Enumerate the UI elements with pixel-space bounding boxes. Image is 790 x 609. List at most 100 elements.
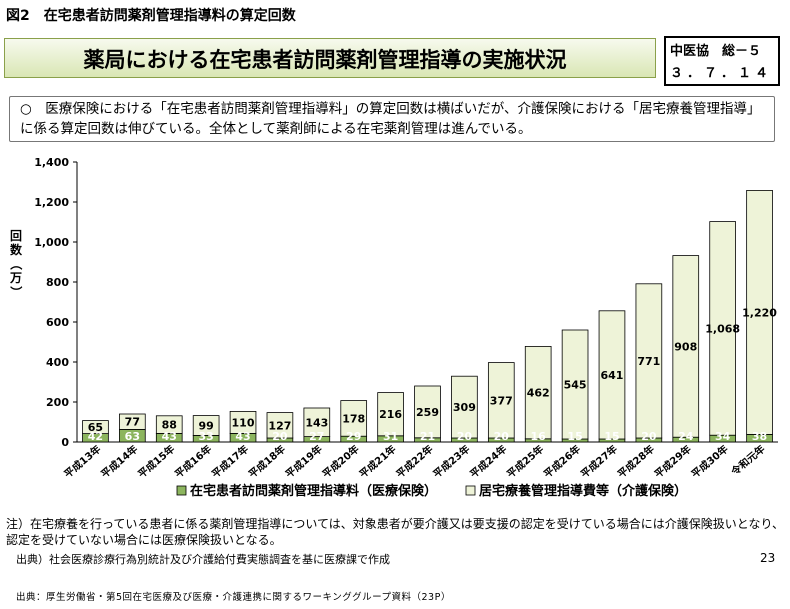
- x-tick-label: 平成22年: [393, 442, 435, 480]
- y-axis-label-char: （: [9, 258, 24, 270]
- data-label-medical: 15: [604, 430, 619, 443]
- data-label-medical: 27: [309, 430, 324, 443]
- bottom-source-note: 出典：厚生労働省・第5回在宅医療及び医療・介護連携に関するワーキンググループ資料…: [16, 592, 451, 603]
- y-tick-label: 1,200: [34, 196, 69, 209]
- bar-care: [414, 385, 441, 439]
- document-id-box: [664, 36, 780, 86]
- data-label-medical: 21: [420, 430, 435, 443]
- bar-care: [561, 329, 589, 440]
- data-label-care: 127: [268, 419, 291, 432]
- x-tick-label: 平成28年: [615, 442, 657, 480]
- y-tick-label: 0: [61, 436, 69, 449]
- data-label-care: 65: [88, 421, 103, 434]
- data-label-medical: 20: [457, 430, 473, 443]
- y-tick-label: 200: [46, 396, 69, 409]
- data-label-care: 110: [232, 416, 255, 429]
- data-label-care: 377: [490, 394, 513, 407]
- legend-swatch-medical: [176, 485, 187, 496]
- x-tick-label: 平成17年: [209, 442, 251, 480]
- bar-care: [266, 412, 294, 439]
- x-tick-label: 平成27年: [578, 442, 620, 480]
- source-note: 出典）社会医療診療行為別統計及び介護給付費実態調査を基に医療課で作成: [16, 553, 390, 566]
- summary-text: ○ 医療保険における「在宅患者訪問薬剤管理指導料」の算定回数は横ばいだが、介護保…: [20, 101, 761, 137]
- data-label-care: 77: [125, 416, 140, 429]
- bar-care: [487, 362, 515, 439]
- y-tick-label: 1,000: [34, 236, 69, 249]
- footnote: 注）在宅療養を行っている患者に係る薬剤管理指導については、対象患者が要介護又は要…: [6, 517, 784, 547]
- y-axis-label-char: ）: [9, 286, 24, 298]
- data-label-care: 641: [600, 369, 623, 382]
- legend-swatch-care: [465, 485, 476, 496]
- data-label-medical: 33: [198, 430, 213, 443]
- data-label-care: 545: [564, 379, 587, 392]
- bar-care: [340, 400, 368, 437]
- bar-care: [635, 283, 663, 439]
- bar-care: [598, 310, 626, 440]
- data-label-medical: 34: [715, 430, 731, 443]
- x-tick-label: 平成19年: [283, 442, 325, 480]
- bar-care: [119, 413, 146, 430]
- bar-care: [377, 392, 404, 437]
- x-tick-label: 平成24年: [467, 442, 509, 480]
- data-label-medical: 20: [494, 430, 510, 443]
- x-tick-label: 平成18年: [246, 442, 288, 480]
- data-label-medical: 20: [272, 430, 288, 443]
- data-label-medical: 42: [88, 430, 103, 443]
- x-tick-label: 平成21年: [357, 442, 399, 480]
- summary-box: [9, 96, 775, 142]
- title-banner: [4, 38, 656, 78]
- data-label-care: 259: [416, 406, 439, 419]
- bar-care: [672, 255, 700, 438]
- x-tick-label: 平成14年: [98, 442, 140, 480]
- data-label-medical: 63: [125, 430, 140, 443]
- data-label-medical: 16: [531, 430, 547, 443]
- data-label-medical: 31: [383, 430, 398, 443]
- data-label-medical: 20: [641, 430, 657, 443]
- x-tick-label: 平成25年: [504, 442, 546, 480]
- bar-care: [451, 375, 478, 439]
- document-date: ３．７．１４: [670, 66, 773, 81]
- data-label-medical: 24: [678, 430, 694, 443]
- x-tick-label: 平成23年: [430, 442, 472, 480]
- y-axis-label-char: 数: [10, 242, 23, 257]
- data-label-care: 99: [198, 420, 213, 433]
- y-tick-label: 600: [46, 316, 69, 329]
- legend-label-care: 居宅療養管理指導費等（介護保険）: [479, 483, 687, 499]
- legend-label-medical: 在宅患者訪問薬剤管理指導料（医療保険）: [190, 483, 437, 499]
- bar-care: [82, 420, 109, 435]
- y-tick-label: 400: [46, 356, 69, 369]
- y-tick-label: 800: [46, 276, 69, 289]
- bar-care: [155, 415, 183, 434]
- data-label-medical: 43: [235, 430, 250, 443]
- main-title: 薬局における在宅患者訪問薬剤管理指導の実施状況: [83, 48, 567, 72]
- data-label-care: 908: [674, 340, 697, 353]
- x-tick-label: 令和元年: [728, 442, 768, 478]
- data-label-care: 1,220: [742, 306, 777, 319]
- data-label-care: 216: [379, 408, 402, 421]
- data-label-medical: 38: [752, 430, 767, 443]
- bar-care: [709, 221, 736, 436]
- x-tick-label: 平成15年: [135, 442, 177, 480]
- x-tick-label: 平成26年: [541, 442, 583, 480]
- x-tick-label: 平成20年: [320, 442, 362, 480]
- x-tick-label: 平成30年: [689, 442, 731, 480]
- bar-care: [229, 410, 257, 434]
- x-tick-label: 平成16年: [172, 442, 214, 480]
- data-label-care: 88: [162, 419, 177, 432]
- data-label-care: 143: [305, 416, 328, 429]
- x-tick-label: 平成29年: [652, 442, 694, 480]
- data-label-care: 462: [527, 387, 550, 400]
- bar-care: [303, 407, 331, 438]
- data-label-care: 1,068: [705, 322, 740, 335]
- figure-label: 図2 在宅患者訪問薬剤管理指導料の算定回数: [6, 8, 296, 24]
- y-tick-label: 1,400: [34, 156, 69, 169]
- data-label-medical: 15: [567, 430, 582, 443]
- document-id: 中医協 総－５: [670, 44, 762, 59]
- page-number: 23: [760, 551, 776, 565]
- data-label-medical: 43: [162, 430, 177, 443]
- data-label-medical: 29: [346, 430, 361, 443]
- bar-care: [192, 415, 220, 436]
- data-label-care: 309: [453, 401, 476, 414]
- bar-care: [746, 190, 773, 435]
